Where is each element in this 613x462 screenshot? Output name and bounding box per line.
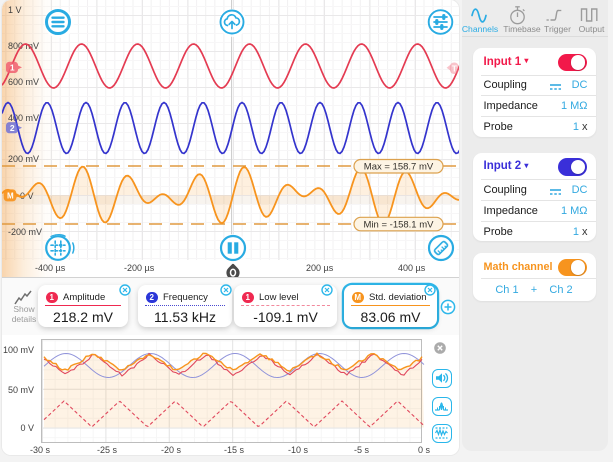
- svg-text:M: M: [7, 192, 14, 201]
- svg-text:Min = -158.1 mV: Min = -158.1 mV: [364, 219, 435, 230]
- svg-text:Max = 158.7 mV: Max = 158.7 mV: [364, 162, 434, 173]
- svg-text:2: 2: [10, 123, 15, 133]
- svg-text:T: T: [452, 64, 458, 74]
- svg-text:1: 1: [10, 63, 15, 73]
